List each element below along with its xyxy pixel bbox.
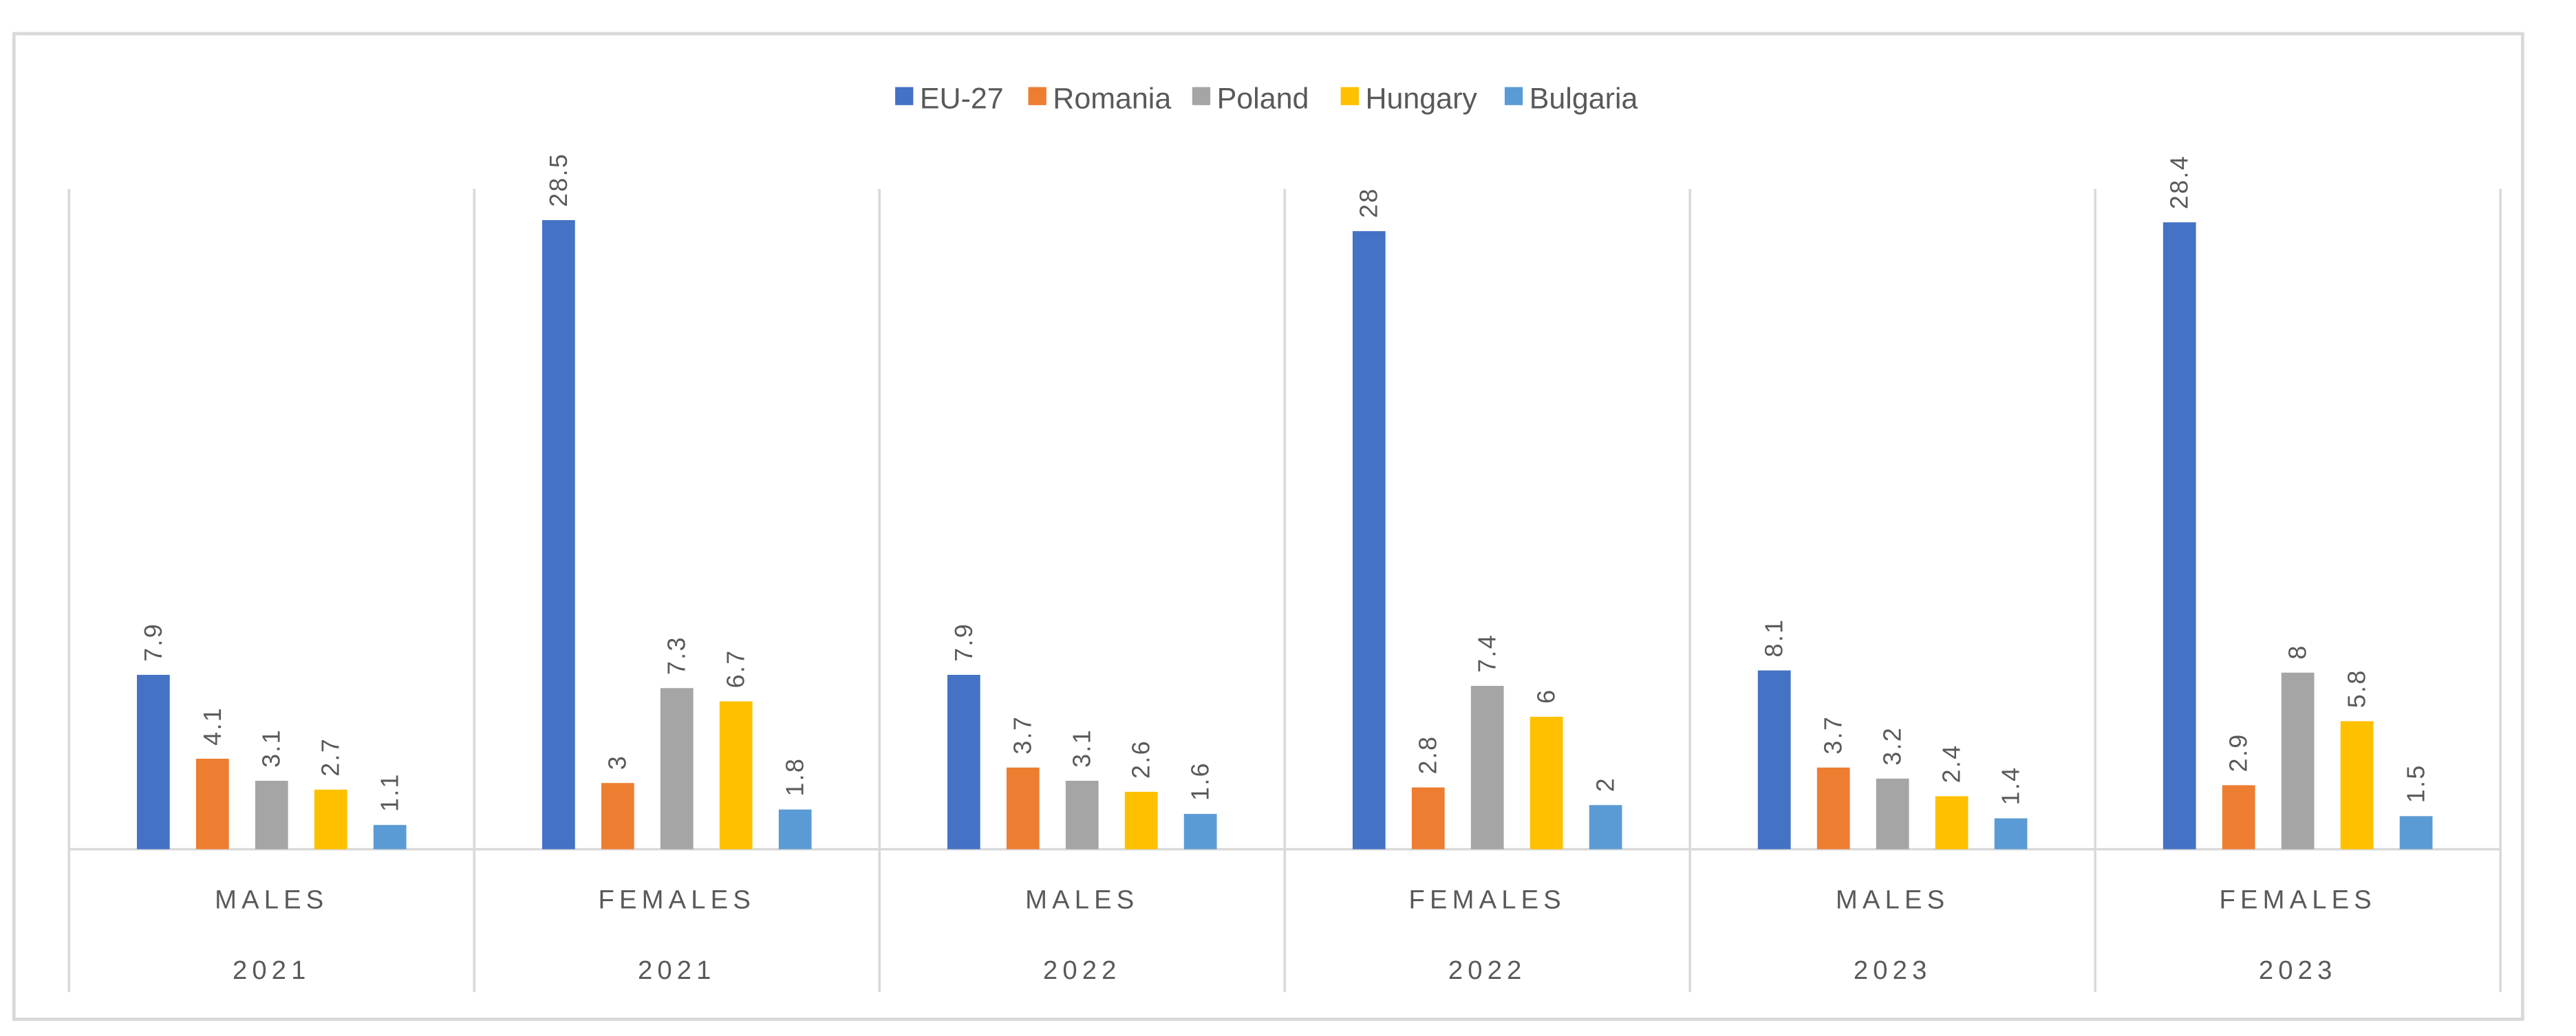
data-label: 2.8	[1415, 735, 1442, 775]
bar-bulgaria-males-2022	[1183, 814, 1217, 850]
data-label: 2.4	[1938, 744, 1966, 783]
data-label: 1.5	[2403, 764, 2430, 803]
bar-eu-27-males-2022	[947, 674, 980, 850]
bar-poland-males-2021	[255, 781, 288, 850]
legend-label-romania: Romania	[1053, 83, 1171, 116]
bar-hungary-males-2023	[1935, 796, 1968, 850]
bar-poland-females-2023	[2281, 672, 2315, 850]
bar-bulgaria-males-2021	[373, 825, 407, 850]
chart-frame	[12, 32, 2524, 1022]
category-label-year: 2023	[2259, 956, 2337, 985]
data-label: 8	[2284, 644, 2312, 659]
category-label-group: MALES	[215, 885, 328, 914]
bar-romania-females-2021	[601, 783, 634, 850]
data-label: 1.6	[1187, 762, 1214, 801]
data-label: 1.8	[782, 757, 809, 797]
bar-eu-27-males-2023	[1757, 670, 1791, 850]
data-label: 8.1	[1761, 618, 1788, 658]
bar-poland-females-2021	[660, 688, 694, 850]
data-label: 6.7	[722, 649, 750, 688]
category-labels: MALES 2021 FEMALES 2021 MALES 2022 FEMALES 2022…	[215, 885, 2376, 985]
data-label: 3.1	[1069, 729, 1096, 768]
data-label: 3.7	[1820, 715, 1847, 755]
category-label-group: FEMALES	[599, 885, 755, 914]
data-label: 2.9	[2225, 733, 2253, 772]
category-label-year: 2021	[638, 956, 716, 985]
category-label-year: 2022	[1448, 956, 1527, 985]
data-label: 3.2	[1879, 726, 1907, 766]
data-label: 28.4	[2166, 155, 2193, 209]
bar-hungary-males-2022	[1124, 792, 1158, 850]
bar-bulgaria-females-2021	[778, 809, 812, 850]
data-label: 2.7	[317, 737, 345, 777]
category-label-group: MALES	[1025, 885, 1139, 914]
category-label-year: 2021	[233, 956, 311, 985]
legend-swatch-bulgaria	[1504, 87, 1523, 105]
bar-hungary-females-2023	[2340, 721, 2374, 850]
data-label: 28	[1355, 187, 1383, 218]
category-label-year: 2023	[1854, 956, 1932, 985]
data-label: 3	[604, 755, 632, 770]
bar-poland-males-2022	[1065, 781, 1099, 850]
bar-romania-males-2022	[1006, 767, 1040, 850]
legend-swatch-hungary	[1340, 87, 1359, 105]
data-label: 2	[1592, 777, 1620, 792]
data-label: 4.1	[199, 706, 226, 746]
legend-label-eu-27: EU-27	[920, 83, 1004, 116]
bar-eu-27-females-2022	[1352, 231, 1386, 850]
legend-swatch-eu-27	[895, 87, 914, 105]
category-label-group: FEMALES	[2219, 885, 2376, 914]
bar-bulgaria-females-2023	[2399, 816, 2433, 850]
bar-hungary-females-2022	[1530, 716, 1563, 850]
data-label: 2.6	[1128, 740, 1155, 779]
legend-label-poland: Poland	[1217, 83, 1309, 116]
data-label: 7.9	[140, 623, 167, 662]
category-label-group: FEMALES	[1409, 885, 1566, 914]
bars	[136, 219, 2433, 850]
bar-eu-27-males-2021	[136, 674, 170, 850]
bar-romania-females-2022	[1411, 787, 1445, 850]
bar-romania-females-2023	[2222, 785, 2255, 850]
data-label: 7.3	[663, 636, 691, 675]
bar-romania-males-2021	[195, 758, 229, 850]
bar-eu-27-females-2021	[541, 219, 575, 850]
bar-eu-27-females-2023	[2162, 222, 2196, 850]
legend: EU-27 Romania Poland Hungary Bulgaria	[895, 83, 1638, 116]
data-label: 1.4	[1997, 766, 2025, 806]
axes	[67, 188, 2502, 993]
data-label: 3.1	[258, 729, 286, 768]
bar-bulgaria-males-2023	[1994, 818, 2028, 850]
data-label: 28.5	[545, 153, 572, 207]
legend-swatch-romania	[1028, 87, 1046, 105]
bar-hungary-females-2021	[719, 701, 753, 850]
data-label: 7.4	[1474, 634, 1501, 673]
bar-poland-females-2022	[1470, 686, 1504, 850]
bar-hungary-males-2021	[314, 789, 347, 850]
data-label: 1.1	[376, 773, 404, 812]
legend-swatch-poland	[1192, 87, 1211, 105]
category-label-group: MALES	[1836, 885, 1949, 914]
data-labels: 7.9 4.1 3.1 2.7 1.1 28.5 3 7.3 6.7 1.8 7.9 3.7 3.1 2.…	[140, 153, 2430, 812]
bar-poland-males-2023	[1876, 778, 1909, 850]
legend-label-bulgaria: Bulgaria	[1530, 83, 1638, 116]
data-label: 5.8	[2343, 669, 2371, 708]
bar-romania-males-2023	[1816, 767, 1850, 850]
category-label-year: 2022	[1043, 956, 1121, 985]
bar-bulgaria-females-2022	[1589, 805, 1622, 850]
data-label: 3.7	[1009, 715, 1037, 755]
legend-label-hungary: Hungary	[1365, 83, 1477, 116]
data-label: 7.9	[950, 623, 978, 662]
data-label: 6	[1533, 689, 1560, 704]
